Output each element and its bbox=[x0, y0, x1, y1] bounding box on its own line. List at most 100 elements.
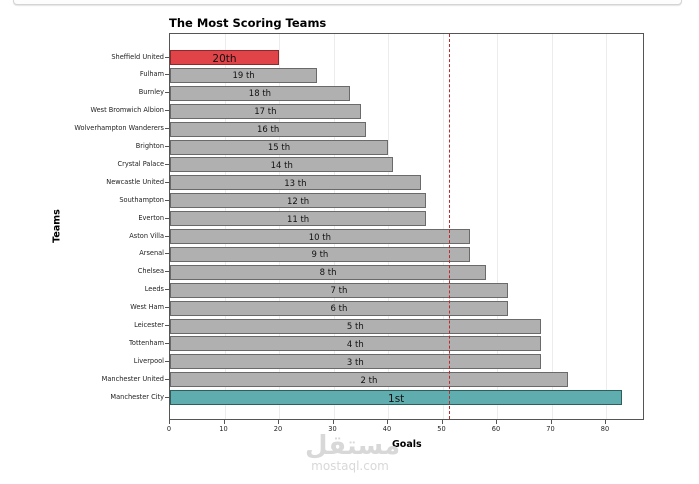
x-tick bbox=[387, 420, 388, 424]
top-panel-edge bbox=[13, 0, 682, 5]
x-tick bbox=[441, 420, 443, 424]
gridline bbox=[279, 34, 280, 419]
y-tick-label: Crystal Palace bbox=[117, 159, 164, 168]
y-tick bbox=[165, 74, 169, 76]
bar bbox=[170, 85, 350, 101]
bar bbox=[170, 246, 470, 262]
y-tick bbox=[165, 253, 169, 255]
y-tick-label: Burnley bbox=[138, 88, 164, 97]
bar-label: 20th bbox=[212, 52, 237, 65]
gridline bbox=[606, 34, 607, 419]
y-tick bbox=[165, 325, 169, 326]
bar bbox=[170, 354, 541, 370]
bar bbox=[170, 139, 388, 155]
x-tick bbox=[496, 420, 497, 424]
y-tick-label: West Bromwich Albion bbox=[90, 106, 164, 115]
watermark-arabic: مستقل bbox=[305, 431, 401, 461]
bar-label: 8 th bbox=[319, 268, 337, 279]
bar-label: 9 th bbox=[311, 250, 329, 261]
x-tick-label: 10 bbox=[219, 425, 228, 433]
bar bbox=[170, 103, 361, 119]
x-tick bbox=[223, 420, 225, 424]
y-tick bbox=[165, 360, 169, 362]
bar bbox=[170, 67, 318, 83]
y-tick bbox=[165, 289, 169, 291]
y-tick bbox=[165, 128, 169, 130]
y-tick-label: Southampton bbox=[119, 195, 164, 204]
average-reference-line bbox=[449, 34, 451, 419]
y-tick-label: Chelsea bbox=[137, 267, 164, 276]
bar bbox=[170, 121, 367, 137]
y-tick bbox=[165, 181, 169, 183]
bar-label: 4 th bbox=[346, 339, 364, 350]
bar bbox=[170, 193, 427, 209]
bar bbox=[170, 211, 427, 227]
bar bbox=[170, 264, 487, 280]
y-tick bbox=[165, 199, 169, 201]
x-tick bbox=[550, 420, 552, 424]
bar-label: 15 th bbox=[267, 143, 291, 153]
y-tick bbox=[165, 396, 169, 398]
bar bbox=[170, 300, 508, 316]
bar bbox=[170, 318, 541, 334]
bar-label: 6 th bbox=[330, 304, 348, 315]
bar-label: 5 th bbox=[346, 322, 364, 332]
bar-label: 11 th bbox=[286, 214, 310, 225]
y-tick bbox=[165, 56, 169, 58]
bar-label: 7 th bbox=[330, 286, 348, 297]
bar-label: 1st bbox=[388, 392, 405, 405]
y-tick-label: Aston Villa bbox=[129, 231, 164, 240]
x-tick-label: 0 bbox=[166, 425, 172, 433]
bar bbox=[170, 50, 279, 65]
y-tick bbox=[165, 378, 169, 380]
bar bbox=[170, 372, 568, 388]
watermark: مستقل mostaql.com bbox=[305, 431, 401, 473]
x-tick-label: 40 bbox=[382, 425, 392, 433]
y-tick-label: Leeds bbox=[144, 285, 164, 294]
y-tick bbox=[165, 217, 169, 219]
y-tick-label: Everton bbox=[138, 213, 164, 222]
y-tick-label: Manchester United bbox=[101, 374, 164, 383]
bar-label: 2 th bbox=[360, 375, 378, 386]
watermark-latin: mostaql.com bbox=[311, 459, 389, 473]
gridline bbox=[388, 34, 389, 419]
x-tick-label: 50 bbox=[437, 425, 446, 433]
y-tick-label: Manchester City bbox=[110, 392, 164, 401]
bar-label: 12 th bbox=[286, 196, 310, 207]
x-tick-label: 70 bbox=[546, 425, 555, 433]
bar-label: 18 th bbox=[248, 89, 272, 100]
y-tick-label: Leicester bbox=[134, 321, 164, 329]
y-tick bbox=[165, 235, 169, 237]
y-tick bbox=[165, 146, 169, 147]
y-tick-label: Tottenham bbox=[129, 338, 164, 347]
bar bbox=[170, 282, 508, 298]
y-axis-label: Teams bbox=[51, 209, 63, 243]
x-tick-label: 60 bbox=[491, 425, 501, 433]
y-tick-label: West Ham bbox=[130, 303, 164, 312]
y-tick bbox=[165, 110, 169, 112]
x-tick bbox=[278, 420, 279, 424]
gridline bbox=[224, 34, 226, 419]
bar bbox=[170, 175, 421, 191]
y-tick-label: Sheffield United bbox=[111, 52, 164, 61]
chart-title: The Most Scoring Teams bbox=[169, 16, 327, 30]
x-tick bbox=[332, 420, 334, 424]
y-tick bbox=[165, 271, 169, 273]
bar-label: 16 th bbox=[256, 125, 280, 136]
x-tick bbox=[605, 420, 606, 424]
bar bbox=[170, 336, 541, 352]
gridline bbox=[551, 34, 553, 419]
y-tick bbox=[165, 342, 169, 344]
x-tick-label: 20 bbox=[273, 425, 283, 433]
x-tick-label: 30 bbox=[328, 425, 337, 433]
bar-label: 14 th bbox=[270, 160, 293, 171]
x-tick bbox=[169, 420, 170, 424]
bar bbox=[170, 157, 394, 173]
y-tick-label: Newcastle United bbox=[106, 177, 164, 186]
bar-label: 17 th bbox=[254, 107, 277, 118]
y-tick-label: Arsenal bbox=[139, 249, 164, 258]
gridline bbox=[497, 34, 498, 419]
y-tick-label: Brighton bbox=[135, 142, 164, 150]
gridline bbox=[333, 34, 335, 419]
bar bbox=[170, 229, 470, 244]
